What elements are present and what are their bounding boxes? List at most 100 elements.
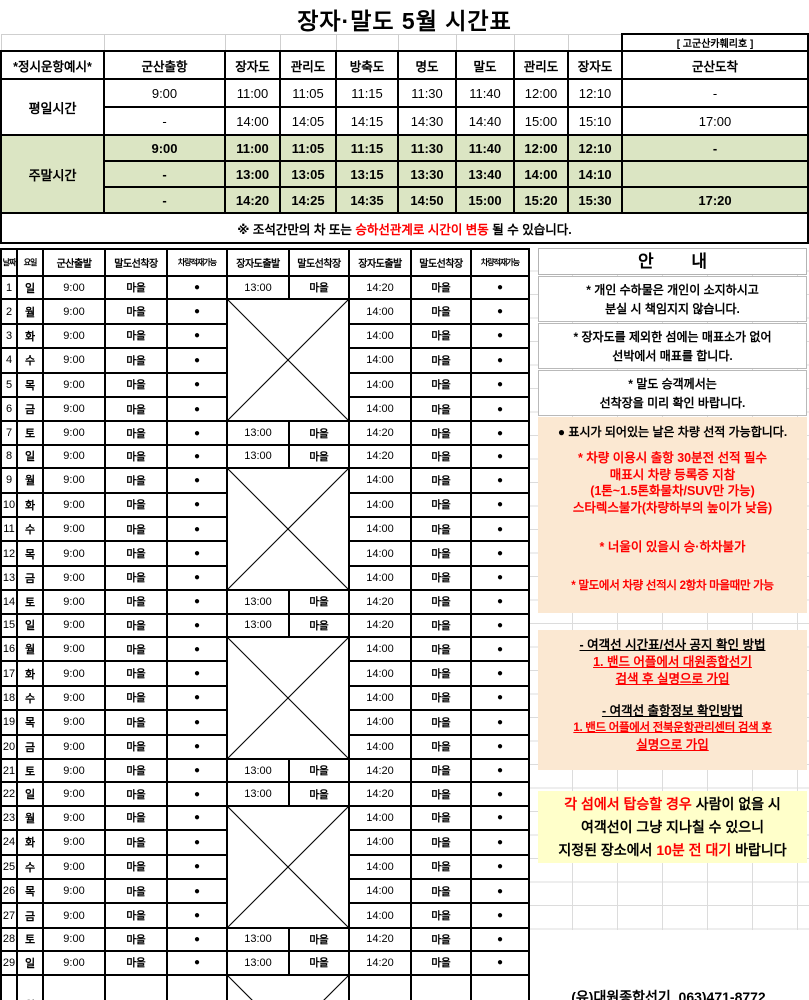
- date-cell: 24: [0, 829, 18, 856]
- maldo-dock-cell: 마을: [104, 371, 168, 398]
- vehicle-loading-box: ● 표시가 되어있는 날은 차량 선적 가능합니다. * 차량 이용시 출항 3…: [538, 417, 807, 613]
- maldo-dock-cell: 마을: [104, 660, 168, 687]
- ops-table-body: [ 고군산카훼리호 ] *정시운항예시* 군산출항 장자도 관리도 방축도 명도 말도 관리도 장…: [0, 33, 809, 244]
- car-loading-dot: ●: [470, 781, 530, 807]
- day-cell: 토: [16, 589, 44, 615]
- day-cell: 토: [16, 926, 44, 953]
- day-cell: 월: [16, 635, 44, 663]
- date-cell: 14: [0, 589, 18, 615]
- gunsan-depart-cell: 9:00: [42, 926, 106, 953]
- maldo-dock-cell: 마을: [410, 902, 472, 929]
- date-cell: 26: [0, 877, 18, 905]
- car-loading-dot: ●: [166, 298, 228, 325]
- jangja-depart-cell: 14:00: [348, 635, 412, 663]
- maldo-dock-cell: 마을: [410, 420, 472, 446]
- time-cell: 17:00: [621, 106, 809, 136]
- empty-cell: [513, 33, 569, 52]
- cross-icon: [228, 807, 348, 927]
- schedule-col-header: 말도선착장: [410, 248, 472, 277]
- car-loading-dot: ●: [470, 950, 530, 976]
- car-loading-dot: ●: [166, 443, 228, 470]
- tide-notice-text: ※ 조석간만의 차 또는: [237, 222, 356, 237]
- day-cell: 월: [16, 973, 44, 1000]
- day-cell: 일: [16, 781, 44, 807]
- date-cell: 28: [0, 926, 18, 953]
- time-cell: -: [621, 134, 809, 162]
- ferry-name-badge: [ 고군산카훼리호 ]: [621, 33, 809, 52]
- jangja-depart-cell: 13:00: [226, 926, 290, 953]
- date-cell: 12: [0, 540, 18, 567]
- ops-header-row: *정시운항예시* 군산출항 장자도 관리도 방축도 명도 말도 관리도 장자도 군산도착: [0, 50, 809, 80]
- time-cell: 11:30: [397, 134, 457, 162]
- date-cell: 17: [0, 660, 18, 687]
- car-loading-dot: ●: [470, 829, 530, 856]
- time-cell: 12:10: [567, 134, 623, 162]
- maldo-loading-rule: * 말도에서 차량 선적시 2항차 마을때만 가능: [571, 580, 774, 592]
- note-line: 선박에서 매표를 합니다.: [612, 349, 733, 363]
- car-loading-dot: ●: [470, 322, 530, 350]
- maldo-dock-cell: 마을: [410, 660, 472, 687]
- car-loading-dot: ●: [470, 853, 530, 880]
- day-cell: 금: [16, 902, 44, 929]
- schedule-col-header: 날짜: [0, 248, 18, 277]
- time-cell: 14:40: [455, 106, 515, 136]
- ops-weekend-row: -14:20 14:25 14:35 14:50 15:00 15:20 15:30 17:2…: [1, 186, 809, 214]
- vehicle-rule-line: 매표시 차량 등록증 지참: [609, 467, 736, 482]
- date-cell: 20: [0, 733, 18, 760]
- schedule-header-row: 날짜 요일 군산출발 말도선착장 차량적재가능 장자도출발 말도선착장 장자도출발 말도선착장 차…: [0, 248, 530, 277]
- schedule-col-header: 말도선착장: [288, 248, 350, 277]
- jangja-depart-cell: 14:20: [348, 781, 412, 807]
- date-cell: 21: [0, 757, 18, 784]
- jangja-depart-cell: 14:20: [348, 274, 412, 301]
- gunsan-depart-cell: 9:00: [42, 322, 106, 350]
- car-loading-dot: ●: [166, 660, 228, 687]
- schedule-row: 7 토 9:00 마을 ● 13:00 마을 14:20 마을 ●: [0, 420, 530, 446]
- gunsan-depart-cell: 9:00: [42, 612, 106, 638]
- app-section2-line: 1. 밴드 어플에서 전북운항관리센터 검색 후: [573, 722, 772, 734]
- car-loading-dot: ●: [470, 635, 530, 663]
- car-loading-dot: ●: [166, 684, 228, 712]
- maldo-dock-cell: 마을: [104, 491, 168, 518]
- warning-line-2: 여객선이 그냥 지나칠 수 있으니: [581, 819, 764, 835]
- maldo-dock-cell: 마을: [104, 395, 168, 423]
- car-loading-dot: ●: [470, 926, 530, 953]
- schedule-col-header: 장자도출발: [348, 248, 412, 277]
- day-cell: 일: [16, 274, 44, 301]
- maldo-dock-cell: 마을: [410, 274, 472, 301]
- gunsan-depart-cell: 9:00: [42, 709, 106, 736]
- time-cell: 14:30: [397, 106, 457, 136]
- gunsan-depart-cell: 9:00: [42, 733, 106, 760]
- tide-notice: ※ 조석간만의 차 또는 승하선관계로 시간이 변동 될 수 있습니다.: [0, 212, 809, 244]
- time-cell: 12:10: [567, 78, 623, 108]
- tide-notice-text: 될 수 있습니다.: [488, 222, 572, 237]
- maldo-dock-cell: 마을: [288, 950, 350, 976]
- car-loading-dot: ●: [166, 322, 228, 350]
- time-cell: 15:20: [513, 186, 569, 214]
- note-line: 분실 시 책임지지 않습니다.: [605, 302, 740, 316]
- ops-col-header: 명도: [397, 50, 457, 80]
- maldo-dock-cell: 마을: [410, 781, 472, 807]
- time-cell: 14:10: [567, 160, 623, 188]
- car-loading-dot: ●: [166, 635, 228, 663]
- maldo-dock-cell: 마을: [410, 540, 472, 567]
- maldo-dock-cell: 마을: [104, 973, 168, 1000]
- maldo-dock-cell: 마을: [104, 902, 168, 929]
- schedule-row: 6 금 9:00 마을 ● 14:00 마을 ●: [0, 395, 530, 423]
- no-service-crossed-cell: [226, 467, 350, 592]
- vehicle-rule-line: 스타렉스불가(차량하부의 높이가 낮음): [572, 500, 773, 515]
- day-cell: 화: [16, 491, 44, 518]
- jangja-depart-cell: 13:00: [226, 274, 290, 301]
- jangja-depart-cell: 14:20: [348, 443, 412, 470]
- car-loading-dot: ●: [166, 709, 228, 736]
- contact-info: (유)대원종합선기 063)471-8772 연안여객터미널 063)472-2…: [528, 930, 809, 1000]
- car-loading-dot: ●: [166, 420, 228, 446]
- maldo-dock-cell: 마을: [288, 926, 350, 953]
- date-cell: 30: [0, 973, 18, 1000]
- gunsan-depart-cell: 9:00: [42, 684, 106, 712]
- day-cell: 화: [16, 322, 44, 350]
- jangja-depart-cell: 14:00: [348, 371, 412, 398]
- ops-weekend-row: -13:00 13:05 13:15 13:30 13:40 14:00 14:10: [1, 160, 809, 188]
- jangja-depart-cell: 14:00: [348, 467, 412, 494]
- day-cell: 토: [16, 420, 44, 446]
